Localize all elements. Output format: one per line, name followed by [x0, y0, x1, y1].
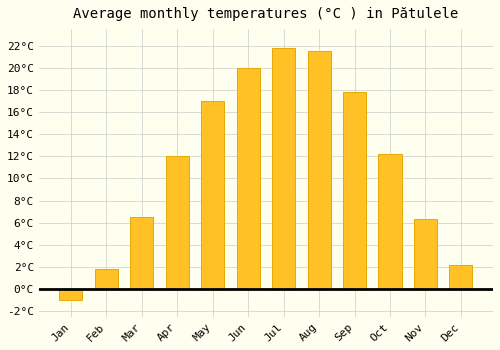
Bar: [272, 48, 295, 289]
Bar: [378, 154, 402, 289]
Bar: [201, 101, 224, 289]
Bar: [308, 51, 330, 289]
Bar: [95, 269, 118, 289]
Bar: [414, 219, 437, 289]
Bar: [60, 289, 82, 300]
Title: Average monthly temperatures (°C ) in Pătulele: Average monthly temperatures (°C ) in Pă…: [74, 7, 458, 21]
Bar: [343, 92, 366, 289]
Bar: [236, 68, 260, 289]
Bar: [450, 265, 472, 289]
Bar: [130, 217, 154, 289]
Bar: [166, 156, 189, 289]
